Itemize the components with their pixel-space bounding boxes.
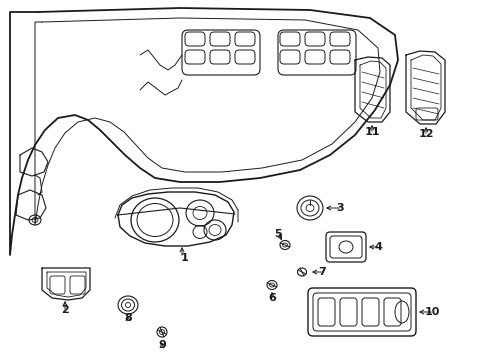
Text: 7: 7 <box>318 267 325 277</box>
Text: 6: 6 <box>267 293 275 303</box>
Text: 10: 10 <box>424 307 439 317</box>
Text: 2: 2 <box>61 305 69 315</box>
Text: 12: 12 <box>417 129 433 139</box>
Text: 5: 5 <box>274 229 281 239</box>
Text: 1: 1 <box>181 253 188 263</box>
Text: 4: 4 <box>373 242 381 252</box>
Text: 3: 3 <box>336 203 343 213</box>
Text: 9: 9 <box>158 340 165 350</box>
Text: 11: 11 <box>364 127 379 137</box>
Text: 8: 8 <box>124 313 132 323</box>
